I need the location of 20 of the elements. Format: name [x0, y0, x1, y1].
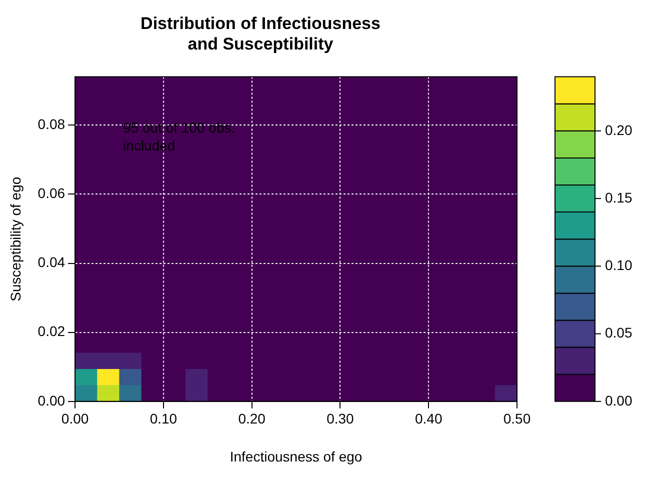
color-bar-label: 0.15: [605, 189, 632, 206]
y-tick-label: 0.08: [38, 116, 66, 132]
y-axis-title: Susceptibility of ego: [7, 176, 24, 302]
x-tick-label: 0.30: [326, 410, 354, 427]
y-tick-label: 0.02: [38, 323, 66, 340]
x-tick-label: 0.00: [61, 410, 89, 427]
x-tick-label: 0.20: [238, 410, 266, 427]
x-tick-label: 0.50: [503, 410, 531, 427]
color-bar-label: 0.20: [605, 122, 632, 138]
color-bar-label: 0.05: [605, 324, 632, 341]
x-axis-title: Infectiousness of ego: [230, 448, 362, 464]
color-bar-label: 0.00: [605, 392, 632, 408]
y-tick-label: 0.00: [38, 392, 66, 408]
x-tick-label: 0.40: [414, 410, 442, 427]
x-tick-label: 0.10: [150, 410, 178, 427]
annotation: 95 out of 100 obs. included: [123, 120, 236, 154]
color-bar-label: 0.10: [605, 257, 632, 274]
chart-title: Distribution of Infectiousness and Susceptibility: [140, 14, 380, 54]
y-tick-label: 0.04: [38, 254, 66, 270]
y-tick-label: 0.06: [38, 185, 66, 202]
